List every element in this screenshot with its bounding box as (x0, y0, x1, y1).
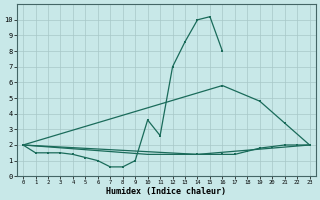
X-axis label: Humidex (Indice chaleur): Humidex (Indice chaleur) (106, 187, 226, 196)
